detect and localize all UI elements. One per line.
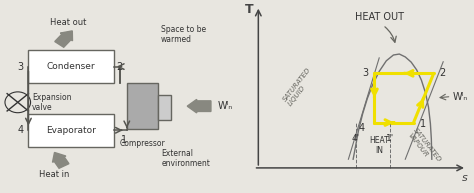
- Bar: [127, 83, 157, 129]
- Text: Expansion
valve: Expansion valve: [32, 93, 72, 112]
- Text: SATURATED
VAPOUR: SATURATED VAPOUR: [406, 127, 442, 168]
- Text: SATURATED
LIQUID: SATURATED LIQUID: [282, 67, 318, 107]
- Text: 4: 4: [18, 125, 24, 135]
- Text: 1': 1': [386, 134, 394, 143]
- Text: 1: 1: [121, 135, 128, 145]
- FancyArrow shape: [187, 99, 211, 113]
- Text: 2: 2: [439, 68, 446, 78]
- Text: 4': 4': [351, 134, 360, 143]
- Text: Heat in: Heat in: [39, 170, 70, 179]
- Text: Space to be
warmed: Space to be warmed: [161, 25, 206, 44]
- Bar: [28, 114, 114, 147]
- Text: T: T: [245, 3, 253, 16]
- Text: Wᴵₙ: Wᴵₙ: [453, 91, 468, 102]
- FancyArrow shape: [53, 152, 69, 168]
- Text: Evaporator: Evaporator: [46, 126, 96, 135]
- Text: External
environment: External environment: [161, 149, 210, 168]
- Text: 4: 4: [359, 123, 365, 133]
- Bar: [28, 50, 114, 83]
- Text: Compressor: Compressor: [119, 139, 165, 148]
- Text: HEAT OUT: HEAT OUT: [355, 12, 404, 22]
- Text: Condenser: Condenser: [47, 62, 95, 71]
- Text: Heat out: Heat out: [50, 18, 86, 27]
- Text: HEAT
IN: HEAT IN: [369, 136, 389, 155]
- Text: 3: 3: [363, 68, 368, 78]
- Text: Wᴵₙ: Wᴵₙ: [218, 101, 233, 111]
- FancyArrow shape: [55, 31, 73, 47]
- Text: 3: 3: [18, 62, 24, 72]
- Bar: [157, 95, 171, 120]
- Text: 2: 2: [116, 62, 122, 72]
- Text: 1: 1: [419, 119, 426, 130]
- Text: s: s: [462, 173, 467, 183]
